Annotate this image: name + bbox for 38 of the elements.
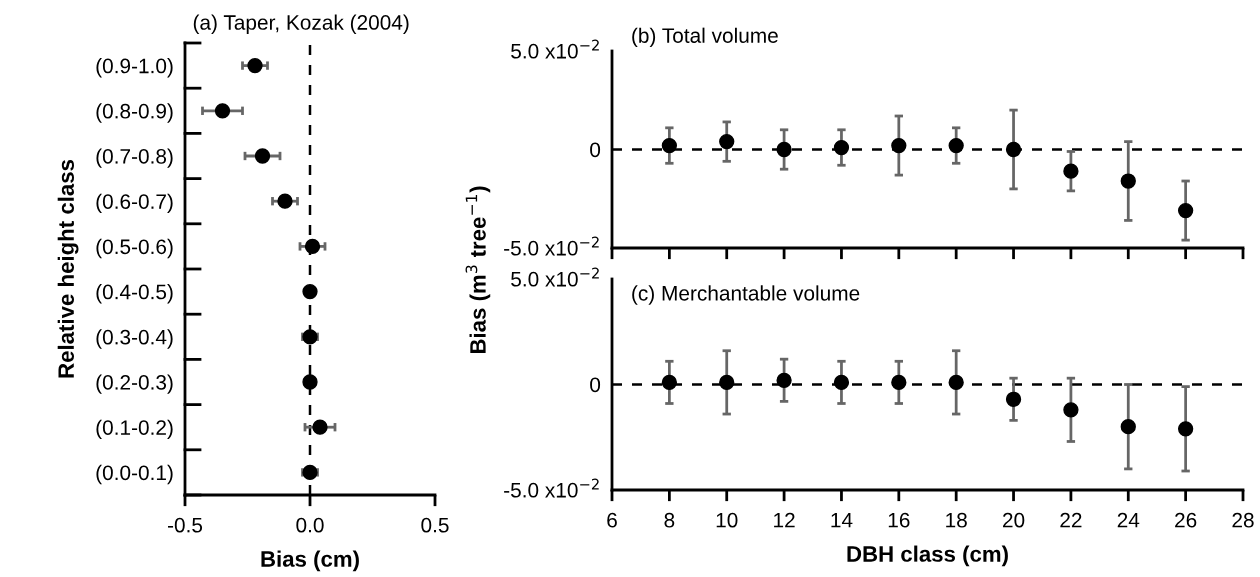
y-axis-title: Bias (m$^{3}$ tree$^{−1}$) (465, 186, 491, 354)
x-tick-label: 20 (1003, 512, 1025, 528)
x-tick-label: 8 (664, 512, 675, 528)
y-tick-label: (0.1-0.2) (96, 419, 173, 440)
x-axis-title: DBH class (cm) (847, 545, 1008, 567)
x-tick-label: 16 (888, 512, 910, 528)
y-tick-label: (0.4-0.5) (96, 284, 173, 304)
y-tick-label: (0.8-0.9) (96, 103, 173, 123)
y-tick-label: (0.9-1.0) (96, 58, 173, 78)
x-tick-label: 6 (607, 512, 617, 528)
y-tick-label: 5.0 x10$^{−2}$ (511, 39, 599, 59)
y-tick-label: -5.0 x10$^{−2}$ (504, 478, 599, 498)
y-tick-label: (0.6-0.7) (96, 193, 173, 214)
y-tick-label: (0.0-0.1) (96, 464, 173, 485)
chart-title: (c) Merchantable volume (632, 285, 860, 305)
x-tick-label: 0.5 (421, 517, 449, 533)
y-tick-label: (0.5-0.6) (96, 238, 173, 259)
x-axis-title: Bias (cm) (261, 550, 359, 572)
x-tick-label: 26 (1175, 512, 1197, 528)
chart-title: (b) Total volume (632, 27, 778, 48)
x-tick-label: -0.5 (167, 517, 203, 533)
x-tick-label: 24 (1117, 512, 1140, 528)
y-tick-label: (0.2-0.3) (96, 374, 173, 394)
y-tick-label: 0 (590, 377, 601, 393)
y-axis-title: Relative height class (57, 159, 79, 378)
y-tick-label: -5.0 x10$^{−2}$ (504, 236, 599, 256)
x-tick-label: 22 (1060, 512, 1082, 528)
x-tick-label: 10 (716, 512, 738, 528)
chart-title: (a) Taper, Kozak (2004) (193, 14, 409, 34)
x-tick-label: 28 (1232, 512, 1254, 528)
y-tick-label: (0.3-0.4) (96, 329, 173, 349)
x-tick-label: 12 (774, 512, 795, 528)
y-tick-label: (0.7-0.8) (96, 148, 173, 168)
y-tick-label: 5.0 x10$^{−2}$ (511, 267, 599, 287)
x-tick-label: 18 (946, 512, 967, 528)
x-tick-label: 0.0 (296, 517, 324, 533)
y-tick-label: 0 (590, 142, 601, 158)
x-tick-label: 14 (831, 512, 853, 528)
